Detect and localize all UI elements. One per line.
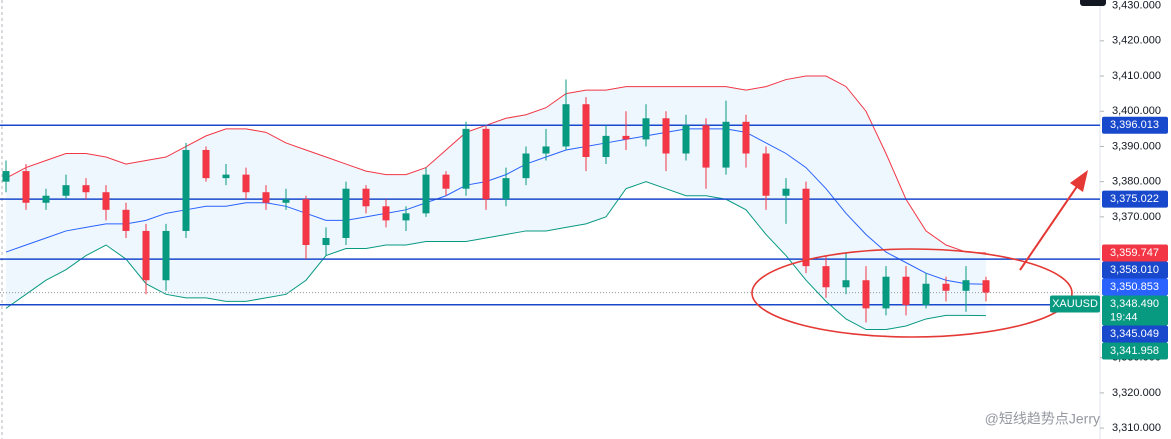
band-upper-line — [5, 75, 987, 254]
candle-body — [682, 125, 690, 154]
candle-body — [442, 174, 450, 189]
axis-layer: 3,430.000 3,420.000 3,410.000 3,400.000 3,39… — [1100, 0, 1161, 434]
price-tag — [1102, 116, 1168, 134]
candle-body — [302, 199, 310, 246]
y-tick-label: 3,380.000 — [1112, 176, 1161, 188]
candle-body — [822, 266, 830, 288]
candle-body — [222, 174, 230, 179]
candle-body — [602, 135, 610, 158]
candle-body — [582, 104, 590, 158]
candle-body — [202, 149, 210, 179]
candle-body — [182, 149, 190, 231]
band-lower-line — [5, 181, 987, 331]
candle-body — [522, 153, 530, 179]
arrow-shaft — [1019, 181, 1081, 271]
toolbar-button[interactable] — [1080, 0, 1106, 6]
candle-body — [762, 153, 770, 196]
candle-body — [22, 171, 30, 203]
candle-body — [722, 121, 730, 168]
watermark: @短线趋势点Jerry — [985, 411, 1100, 427]
candle-body — [882, 276, 890, 309]
candle-body — [502, 178, 510, 200]
candle-body — [562, 104, 570, 147]
candle-body — [102, 192, 110, 210]
bands-layer — [5, 75, 987, 331]
candle-body — [422, 174, 430, 214]
candle-body — [82, 185, 90, 193]
candle-body — [842, 280, 850, 288]
candle-body — [482, 128, 490, 200]
symbol-tag — [1050, 295, 1100, 313]
candle-body — [162, 230, 170, 281]
candle-body — [742, 121, 750, 154]
y-tick-label: 3,420.000 — [1112, 35, 1161, 47]
tags-layer: 3,396.013 3,375.022 3,359.747 3,358.010 3,35… — [1050, 116, 1168, 360]
price-tag — [1102, 325, 1168, 343]
price-tag-label: 3,345.049 — [1110, 328, 1159, 340]
candle-body — [122, 209, 130, 231]
candle-body — [962, 280, 970, 291]
y-tick-label: 3,430.000 — [1112, 0, 1161, 12]
y-tick-label: 3,400.000 — [1112, 105, 1161, 117]
y-tick-label: 3,310.000 — [1112, 422, 1161, 434]
price-tag-label: 3,359.747 — [1110, 247, 1159, 259]
price-tag-label: 3,358.010 — [1110, 264, 1159, 276]
candle-body — [942, 283, 950, 291]
candle-body — [382, 206, 390, 221]
symbol-label: XAUUSD — [1052, 298, 1098, 310]
y-tick-label: 3,370.000 — [1112, 211, 1161, 223]
candle-body — [62, 185, 70, 196]
candle-body — [462, 128, 470, 189]
y-tick-label: 3,410.000 — [1112, 70, 1161, 82]
price-tag-label: 3,341.958 — [1110, 345, 1159, 357]
candle-body — [342, 188, 350, 238]
candle-body — [402, 213, 410, 221]
y-tick-label: 3,320.000 — [1112, 387, 1161, 399]
price-tag — [1102, 295, 1168, 326]
price-tag — [1102, 190, 1168, 208]
band-fill — [6, 76, 986, 330]
candle-body — [322, 237, 330, 246]
arrow-head — [1070, 170, 1088, 192]
candle-body — [662, 118, 670, 154]
candle-body — [622, 135, 630, 140]
price-tag — [1102, 342, 1168, 360]
price-tag-label: 3,375.022 — [1110, 193, 1159, 205]
candle-body — [242, 174, 250, 193]
price-tag — [1102, 244, 1168, 262]
candle-body — [642, 118, 650, 140]
candle-body — [982, 280, 990, 293]
candles-layer — [2, 79, 990, 323]
price-tag — [1102, 278, 1168, 296]
countdown-label: 19:44 — [1110, 311, 1138, 323]
candle-body — [142, 230, 150, 281]
candle-body — [802, 188, 810, 267]
candle-body — [42, 195, 50, 203]
y-tick-label: 3,390.000 — [1112, 140, 1161, 152]
candle-body — [902, 276, 910, 305]
candle-body — [922, 283, 930, 305]
candle-body — [362, 188, 370, 207]
candle-body — [262, 192, 270, 203]
highlight-ellipse — [751, 248, 1073, 338]
candle-body — [862, 280, 870, 309]
candle-body — [542, 146, 550, 154]
candle-body — [702, 125, 710, 168]
price-tag-label: 3,396.013 — [1110, 119, 1159, 131]
candle-body — [2, 171, 10, 182]
price-tag-label: 3,348.490 — [1110, 298, 1159, 310]
candle-body — [282, 199, 290, 203]
band-middle-line — [5, 128, 987, 285]
candle-body — [782, 188, 790, 196]
price-tag-label: 3,350.853 — [1110, 281, 1159, 293]
price-tag — [1102, 261, 1168, 279]
